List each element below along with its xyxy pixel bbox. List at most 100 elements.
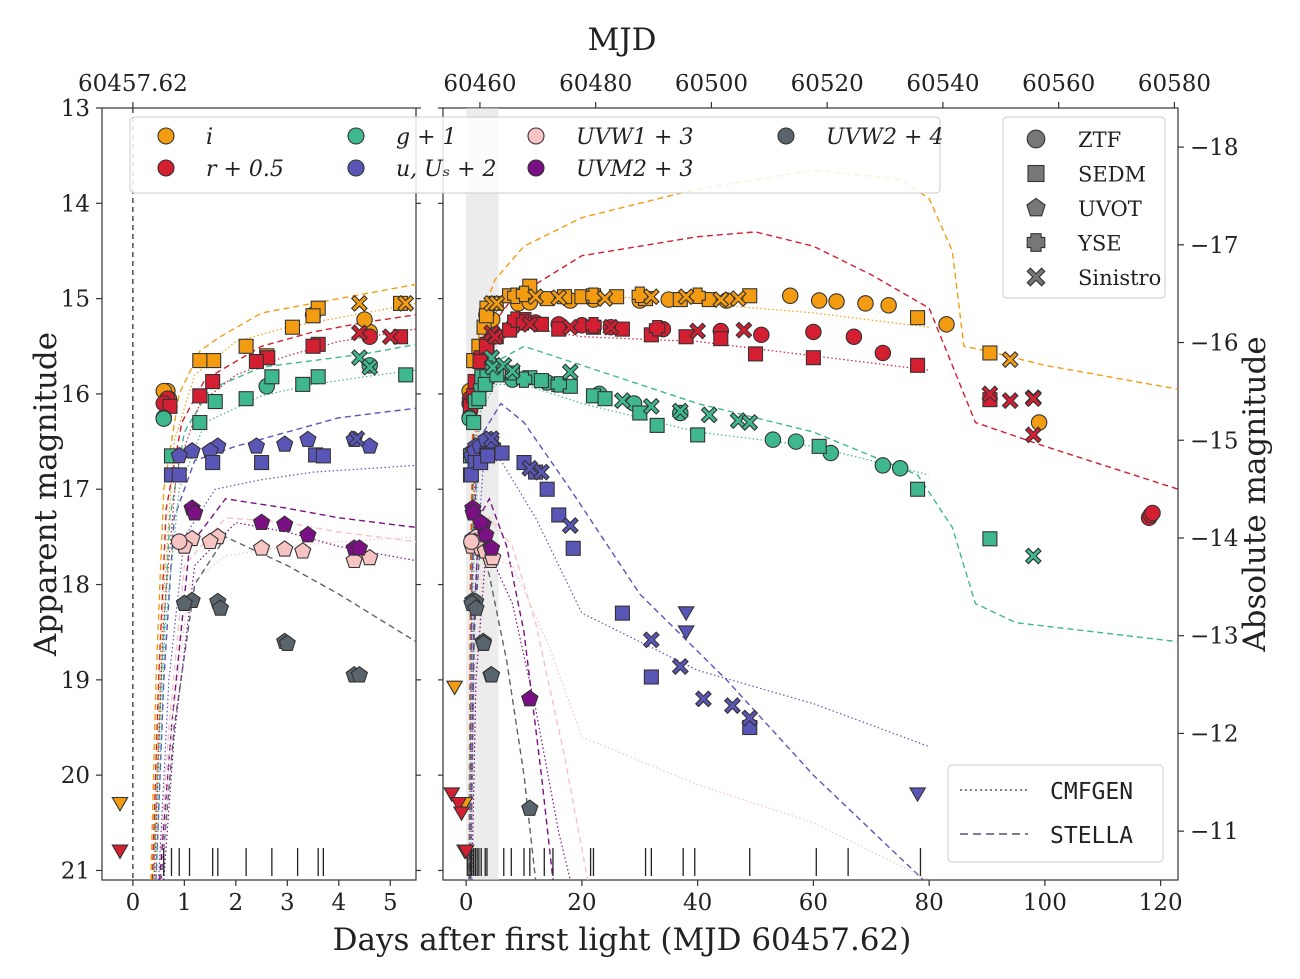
- data-point-u-sedm: [254, 454, 270, 471]
- data-point-u-uvot: [183, 442, 201, 459]
- data-point-u-uvot: [276, 435, 294, 452]
- data-point-g-sinistro: [1024, 547, 1042, 565]
- model-curve-cmfgen-uvw1: [470, 555, 930, 880]
- data-point-u-uvot: [677, 625, 695, 641]
- data-point-i-ztf: [810, 292, 828, 309]
- model-curve-stella-r: [151, 314, 416, 880]
- model-curve-cmfgen-u: [470, 460, 930, 880]
- data-point-g-sedm: [477, 376, 493, 392]
- legend-marker-uvm2: [527, 159, 545, 177]
- data-point-i-sinistro: [488, 294, 506, 312]
- data-point-i-sedm: [910, 310, 926, 326]
- data-point-i-sinistro: [642, 288, 660, 306]
- top-tick-label: 60460: [443, 71, 516, 97]
- data-point-r-sinistro: [735, 321, 753, 339]
- data-point-uvw1-uvot: [294, 542, 312, 559]
- model-curve-cmfgen-u: [158, 464, 416, 880]
- data-point-i-sedm: [305, 308, 321, 324]
- data-point-uvw2-uvot: [467, 599, 485, 616]
- top-tick-label: 60457.62: [78, 71, 188, 97]
- data-point-i-ztf: [938, 316, 955, 333]
- data-point-r-sedm: [614, 321, 630, 337]
- data-point-r-sinistro: [1024, 426, 1042, 444]
- data-point-u-sedm: [463, 467, 479, 483]
- data-point-r-uvot: [457, 844, 475, 860]
- data-point-u-uvot: [299, 430, 317, 448]
- data-point-r-sinistro: [1024, 390, 1042, 408]
- data-point-g-sedm: [597, 391, 613, 407]
- model-curve-stella-i: [150, 283, 416, 880]
- data-point-i-sinistro: [677, 288, 695, 306]
- x-tick-label: 120: [1139, 890, 1183, 916]
- data-point-i-sinistro: [729, 290, 747, 308]
- data-point-r-ztf: [874, 344, 892, 362]
- model-curve-stella-uvw2: [470, 546, 537, 880]
- legend-marker-r: [157, 159, 175, 177]
- legend-label-uvw2: UVW2 + 4: [826, 125, 943, 150]
- data-point-u-sedm: [205, 454, 221, 471]
- legend-label-sedm: SEDM: [1078, 163, 1146, 187]
- data-point-i-sedm: [609, 289, 625, 305]
- data-point-g-sinistro: [361, 358, 379, 376]
- data-point-u-sedm: [171, 467, 187, 483]
- legend-marker-uvw2: [777, 127, 795, 145]
- x-tick-label: 3: [280, 890, 295, 916]
- data-point-i-sinistro: [596, 290, 614, 308]
- data-point-u-sedm: [315, 448, 331, 464]
- legend-marker-uvot: [1026, 197, 1046, 217]
- data-point-uvw2-uvot: [350, 666, 369, 683]
- model-curve-cmfgen-uvw1: [160, 536, 416, 880]
- data-point-r-ztf: [753, 326, 770, 344]
- data-point-i-uvot: [111, 796, 129, 812]
- model-curve-stella-g: [468, 345, 1178, 880]
- legend-marker-uvw1: [527, 127, 545, 145]
- data-point-u-uvot: [908, 787, 927, 803]
- data-point-u-sinistro: [532, 463, 550, 481]
- data-point-g-sedm: [811, 438, 827, 454]
- data-point-r-sinistro: [602, 318, 620, 336]
- data-point-r-yse: [585, 317, 602, 334]
- data-point-u-sedm: [480, 448, 496, 464]
- data-point-g-ztf: [787, 433, 805, 450]
- data-point-u-sedm: [494, 445, 510, 461]
- abs-tick-label: −17: [1190, 233, 1239, 259]
- legend-label-uvw1: UVW1 + 3: [576, 125, 693, 150]
- legend-label-i: i: [206, 125, 213, 150]
- data-point-g-sedm: [207, 394, 223, 410]
- data-point-u-uvot: [361, 437, 379, 454]
- data-point-g-ztf: [155, 410, 173, 427]
- data-point-r-sinistro: [521, 315, 539, 333]
- abs-tick-label: −11: [1190, 819, 1239, 845]
- model-curve-stella-uvw2: [160, 536, 416, 880]
- data-point-g-sedm: [690, 427, 706, 443]
- data-point-r-ztf: [845, 328, 863, 345]
- data-point-i-ztf: [880, 297, 897, 314]
- data-point-uvm2-uvot: [252, 513, 271, 530]
- legend-marker-yse: [1026, 233, 1046, 252]
- data-point-g-sedm: [310, 369, 326, 385]
- data-point-r-sedm: [713, 331, 729, 347]
- data-point-i-ztf: [857, 295, 874, 312]
- data-point-uvw1-uvot: [276, 540, 294, 557]
- y-tick-label: 16: [61, 382, 90, 408]
- data-point-r-ztf: [805, 323, 822, 341]
- data-point-g-ztf: [764, 431, 782, 448]
- data-point-uvm2-uvot: [350, 539, 369, 556]
- data-point-g-sinistro: [700, 406, 718, 424]
- data-point-g-sedm: [466, 414, 482, 431]
- data-point-uvm2-uvot: [477, 525, 495, 543]
- model-curve-stella-g: [152, 343, 416, 880]
- filter-legend: i r + 0.5 g + 1 u, Uₛ + 2 UVW1 + 3 UVM2 + 3 UV…: [129, 116, 943, 194]
- abs-tick-label: −16: [1190, 331, 1239, 357]
- data-point-g-sedm: [264, 369, 280, 385]
- data-point-r-sinistro: [381, 328, 399, 346]
- y-tick-label: 15: [61, 287, 90, 313]
- y-axis-right-label: Absolute magnitude: [1237, 336, 1273, 653]
- legend-label-stella: STELLA: [1050, 823, 1133, 849]
- data-point-g-sinistro: [671, 402, 689, 420]
- y-axis-label: Apparent magnitude: [28, 332, 64, 657]
- data-point-u-sedm: [551, 507, 567, 523]
- data-point-g-sedm: [982, 531, 998, 547]
- data-point-g-sedm: [649, 417, 665, 433]
